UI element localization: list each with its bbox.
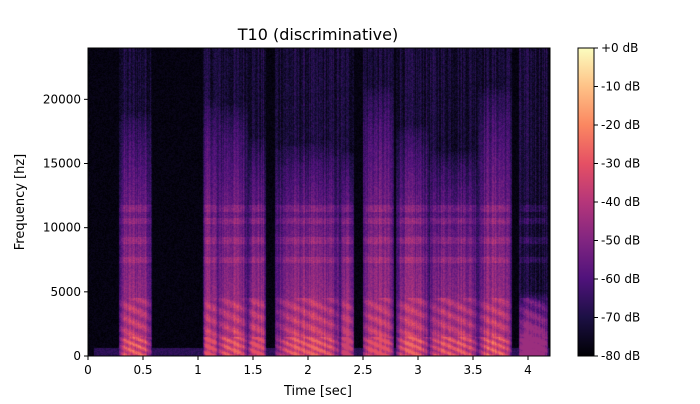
colorbar-tick-label: -10 dB <box>601 80 640 94</box>
spectrogram-image <box>88 48 550 356</box>
colorbar-gradient <box>578 48 594 356</box>
y-tick-label: 10000 <box>43 221 81 235</box>
y-axis-label: Frequency [hz] <box>13 154 28 251</box>
y-axis: 0 5000 10000 15000 20000 <box>43 92 88 363</box>
colorbar: +0 dB -10 dB -20 dB -30 dB -40 dB -50 dB -60 d… <box>577 41 640 363</box>
x-tick-label: 1 <box>194 363 202 377</box>
colorbar-tick-label: -70 dB <box>601 311 640 325</box>
y-tick-label: 15000 <box>43 157 81 171</box>
plot-frame <box>87 47 551 357</box>
colorbar-tick-label: -50 dB <box>601 234 640 248</box>
colorbar-ticks: +0 dB -10 dB -20 dB -30 dB -40 dB -50 dB -60 d… <box>594 41 640 363</box>
colorbar-tick-label: +0 dB <box>601 41 638 55</box>
colorbar-tick-label: -30 dB <box>601 157 640 171</box>
chart-title: T10 (discriminative) <box>237 25 398 44</box>
colorbar-tick-label: -60 dB <box>601 272 640 286</box>
x-tick-label: 2 <box>304 363 312 377</box>
x-tick-label: 3 <box>414 363 422 377</box>
x-axis: 0 0.5 1 1.5 2 2.5 3 3.5 4 <box>84 356 532 377</box>
colorbar-tick-label: -40 dB <box>601 195 640 209</box>
x-tick-label: 3.5 <box>463 363 482 377</box>
y-tick-label: 5000 <box>50 285 81 299</box>
colorbar-tick-label: -80 dB <box>601 349 640 363</box>
x-tick-label: 2.5 <box>353 363 372 377</box>
x-tick-label: 1.5 <box>243 363 262 377</box>
x-tick-label: 0 <box>84 363 92 377</box>
x-axis-label: Time [sec] <box>283 384 352 399</box>
x-tick-label: 0.5 <box>133 363 152 377</box>
y-tick-label: 20000 <box>43 92 81 106</box>
plot-area <box>87 47 551 357</box>
colorbar-tick-label: -20 dB <box>601 118 640 132</box>
x-tick-label: 4 <box>524 363 532 377</box>
y-tick-label: 0 <box>73 349 81 363</box>
